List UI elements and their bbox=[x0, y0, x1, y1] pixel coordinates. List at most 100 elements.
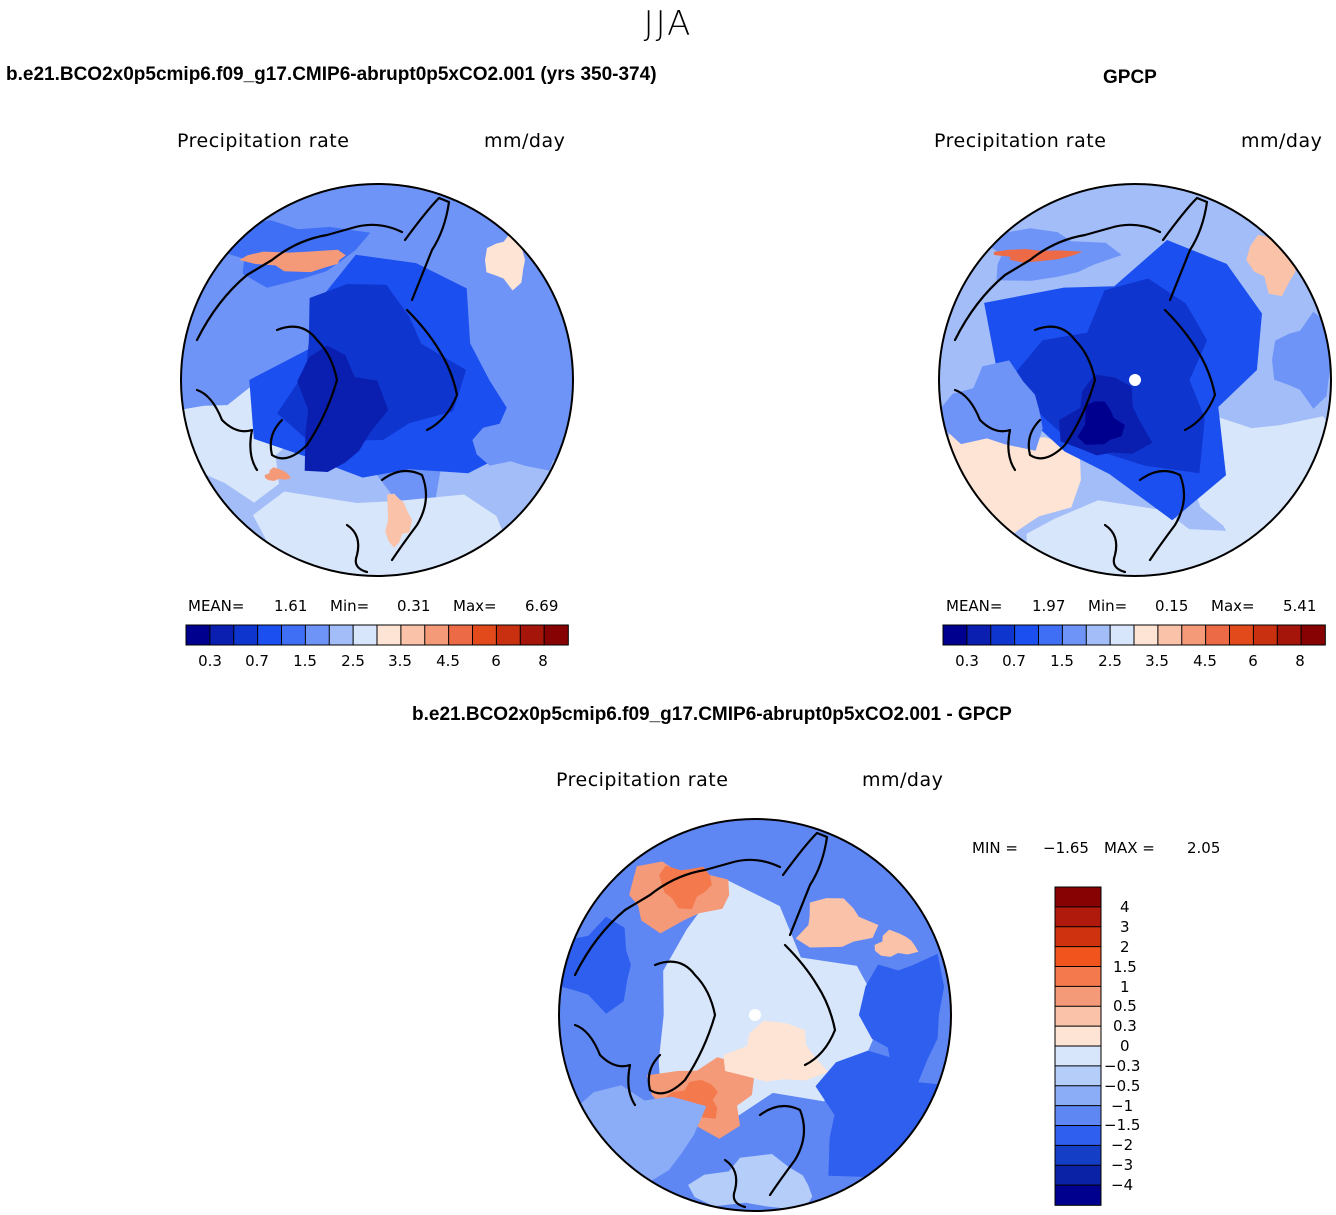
panel1-mean-value: 1.61 bbox=[274, 597, 308, 615]
colorbar-swatch bbox=[352, 624, 378, 646]
panel3-colorbar-tick: −3 bbox=[1111, 1156, 1134, 1174]
colorbar-swatch bbox=[1014, 624, 1040, 646]
coastline bbox=[195, 223, 404, 342]
coastline bbox=[345, 523, 369, 574]
panel1-polar-map bbox=[180, 183, 574, 577]
panel1-colorbar bbox=[185, 624, 569, 646]
colorbar-swatch bbox=[942, 624, 968, 646]
coastline bbox=[380, 469, 428, 562]
panel3-case-title: b.e21.BCO2x0p5cmip6.f09_g17.CMIP6-abrupt… bbox=[412, 704, 1012, 725]
colorbar-swatch bbox=[1252, 624, 1279, 646]
colorbar-swatch bbox=[304, 624, 331, 646]
colorbar-swatch bbox=[448, 624, 474, 646]
panel3-colorbar-tick: −1 bbox=[1111, 1097, 1134, 1115]
panel1-colorbar-tick: 2.5 bbox=[341, 652, 365, 670]
colorbar-swatch bbox=[1229, 624, 1255, 646]
panel3-variable-label: Precipitation rate bbox=[556, 769, 729, 791]
panel1-colorbar-tick: 6 bbox=[491, 652, 501, 670]
panel3-colorbar bbox=[1054, 886, 1102, 1206]
colorbar-swatch bbox=[1054, 1144, 1102, 1167]
colorbar-swatch bbox=[376, 624, 402, 646]
colorbar-swatch bbox=[1300, 624, 1326, 646]
coastline bbox=[1163, 308, 1217, 432]
panel3-polar-map bbox=[558, 818, 952, 1212]
panel3-max-value: 2.05 bbox=[1187, 839, 1221, 857]
panel3-colorbar-tick: −0.3 bbox=[1104, 1057, 1141, 1075]
field-contour bbox=[472, 402, 556, 471]
colorbar-swatch bbox=[1054, 1164, 1102, 1186]
map-boundary bbox=[938, 183, 1332, 577]
coastline bbox=[723, 1158, 747, 1209]
colorbar-swatch bbox=[281, 624, 307, 646]
panel3-colorbar-tick: 3 bbox=[1120, 918, 1130, 936]
colorbar-swatch bbox=[1061, 624, 1088, 646]
colorbar-swatch bbox=[519, 624, 545, 646]
field-contour bbox=[1272, 311, 1331, 409]
panel3-colorbar-tick: −4 bbox=[1111, 1176, 1134, 1194]
panel2-colorbar-tick: 6 bbox=[1248, 652, 1258, 670]
field-contour bbox=[688, 1154, 813, 1211]
panel3-colorbar-tick: 4 bbox=[1120, 898, 1130, 916]
colorbar-swatch bbox=[1109, 624, 1135, 646]
panel2-mean-value: 1.97 bbox=[1032, 597, 1066, 615]
field-contour bbox=[874, 929, 919, 957]
field-contour bbox=[1009, 278, 1208, 474]
field-contour bbox=[723, 1020, 829, 1082]
colorbar-swatch bbox=[543, 624, 569, 646]
coastline bbox=[647, 960, 717, 1095]
colorbar-swatch bbox=[424, 624, 450, 646]
coastline bbox=[1027, 325, 1097, 460]
coastline bbox=[783, 943, 837, 1067]
panel1-case-title: b.e21.BCO2x0p5cmip6.f09_g17.CMIP6-abrupt… bbox=[6, 64, 657, 85]
colorbar-swatch bbox=[1054, 1105, 1102, 1127]
panel2-colorbar-tick: 4.5 bbox=[1193, 652, 1217, 670]
panel2-min-value: 0.15 bbox=[1155, 597, 1189, 615]
panel1-min-label: Min= bbox=[330, 597, 370, 615]
colorbar-swatch bbox=[328, 624, 354, 646]
colorbar-swatch bbox=[1085, 624, 1111, 646]
field-contour bbox=[815, 1050, 951, 1177]
panel2-min-label: Min= bbox=[1088, 597, 1128, 615]
colorbar-swatch bbox=[1054, 1085, 1102, 1107]
panel2-case-title: GPCP bbox=[1103, 67, 1157, 88]
panel1-units-label: mm/day bbox=[484, 130, 566, 152]
panel1-mean-label: MEAN= bbox=[188, 597, 245, 615]
colorbar-swatch bbox=[966, 624, 992, 646]
panel3-colorbar-tick: 1.5 bbox=[1113, 958, 1137, 976]
panel1-colorbar-tick: 0.3 bbox=[198, 652, 222, 670]
panel1-colorbar-tick: 0.7 bbox=[245, 652, 269, 670]
colorbar-swatch bbox=[1038, 624, 1064, 646]
colorbar-swatch bbox=[1054, 1065, 1102, 1087]
colorbar-swatch bbox=[1054, 886, 1102, 908]
coastline bbox=[269, 325, 339, 460]
colorbar-swatch bbox=[1205, 624, 1231, 646]
colorbar-swatch bbox=[1276, 624, 1302, 646]
panel3-min-label: MIN = bbox=[972, 839, 1018, 857]
coastline bbox=[758, 1104, 806, 1197]
panel2-colorbar-tick: 0.3 bbox=[955, 652, 979, 670]
panel2-variable-label: Precipitation rate bbox=[934, 130, 1107, 152]
coastline bbox=[573, 858, 782, 977]
coastline bbox=[405, 308, 459, 432]
colorbar-swatch bbox=[1054, 1125, 1102, 1147]
field-contour bbox=[659, 865, 712, 910]
panel2-colorbar-tick: 3.5 bbox=[1145, 652, 1169, 670]
panel1-max-value: 6.69 bbox=[525, 597, 559, 615]
map-boundary bbox=[558, 818, 952, 1212]
panel1-colorbar-tick: 8 bbox=[538, 652, 548, 670]
field-contour bbox=[858, 953, 945, 1088]
panel3-colorbar-tick: −0.5 bbox=[1104, 1077, 1141, 1095]
coastline bbox=[1161, 196, 1209, 302]
panel3-colorbar-tick: 0 bbox=[1120, 1037, 1130, 1055]
map-boundary bbox=[180, 183, 574, 577]
field-contour bbox=[939, 360, 1043, 451]
colorbar-swatch bbox=[1054, 1005, 1102, 1027]
field-contour bbox=[993, 249, 1083, 263]
panel3-colorbar-tick: −2 bbox=[1111, 1136, 1134, 1154]
panel1-colorbar-tick: 3.5 bbox=[388, 652, 412, 670]
coastline bbox=[403, 196, 451, 302]
coastline bbox=[1103, 523, 1127, 574]
colorbar-swatch bbox=[472, 624, 498, 646]
panel3-units-label: mm/day bbox=[862, 769, 944, 791]
coastline bbox=[781, 831, 829, 937]
